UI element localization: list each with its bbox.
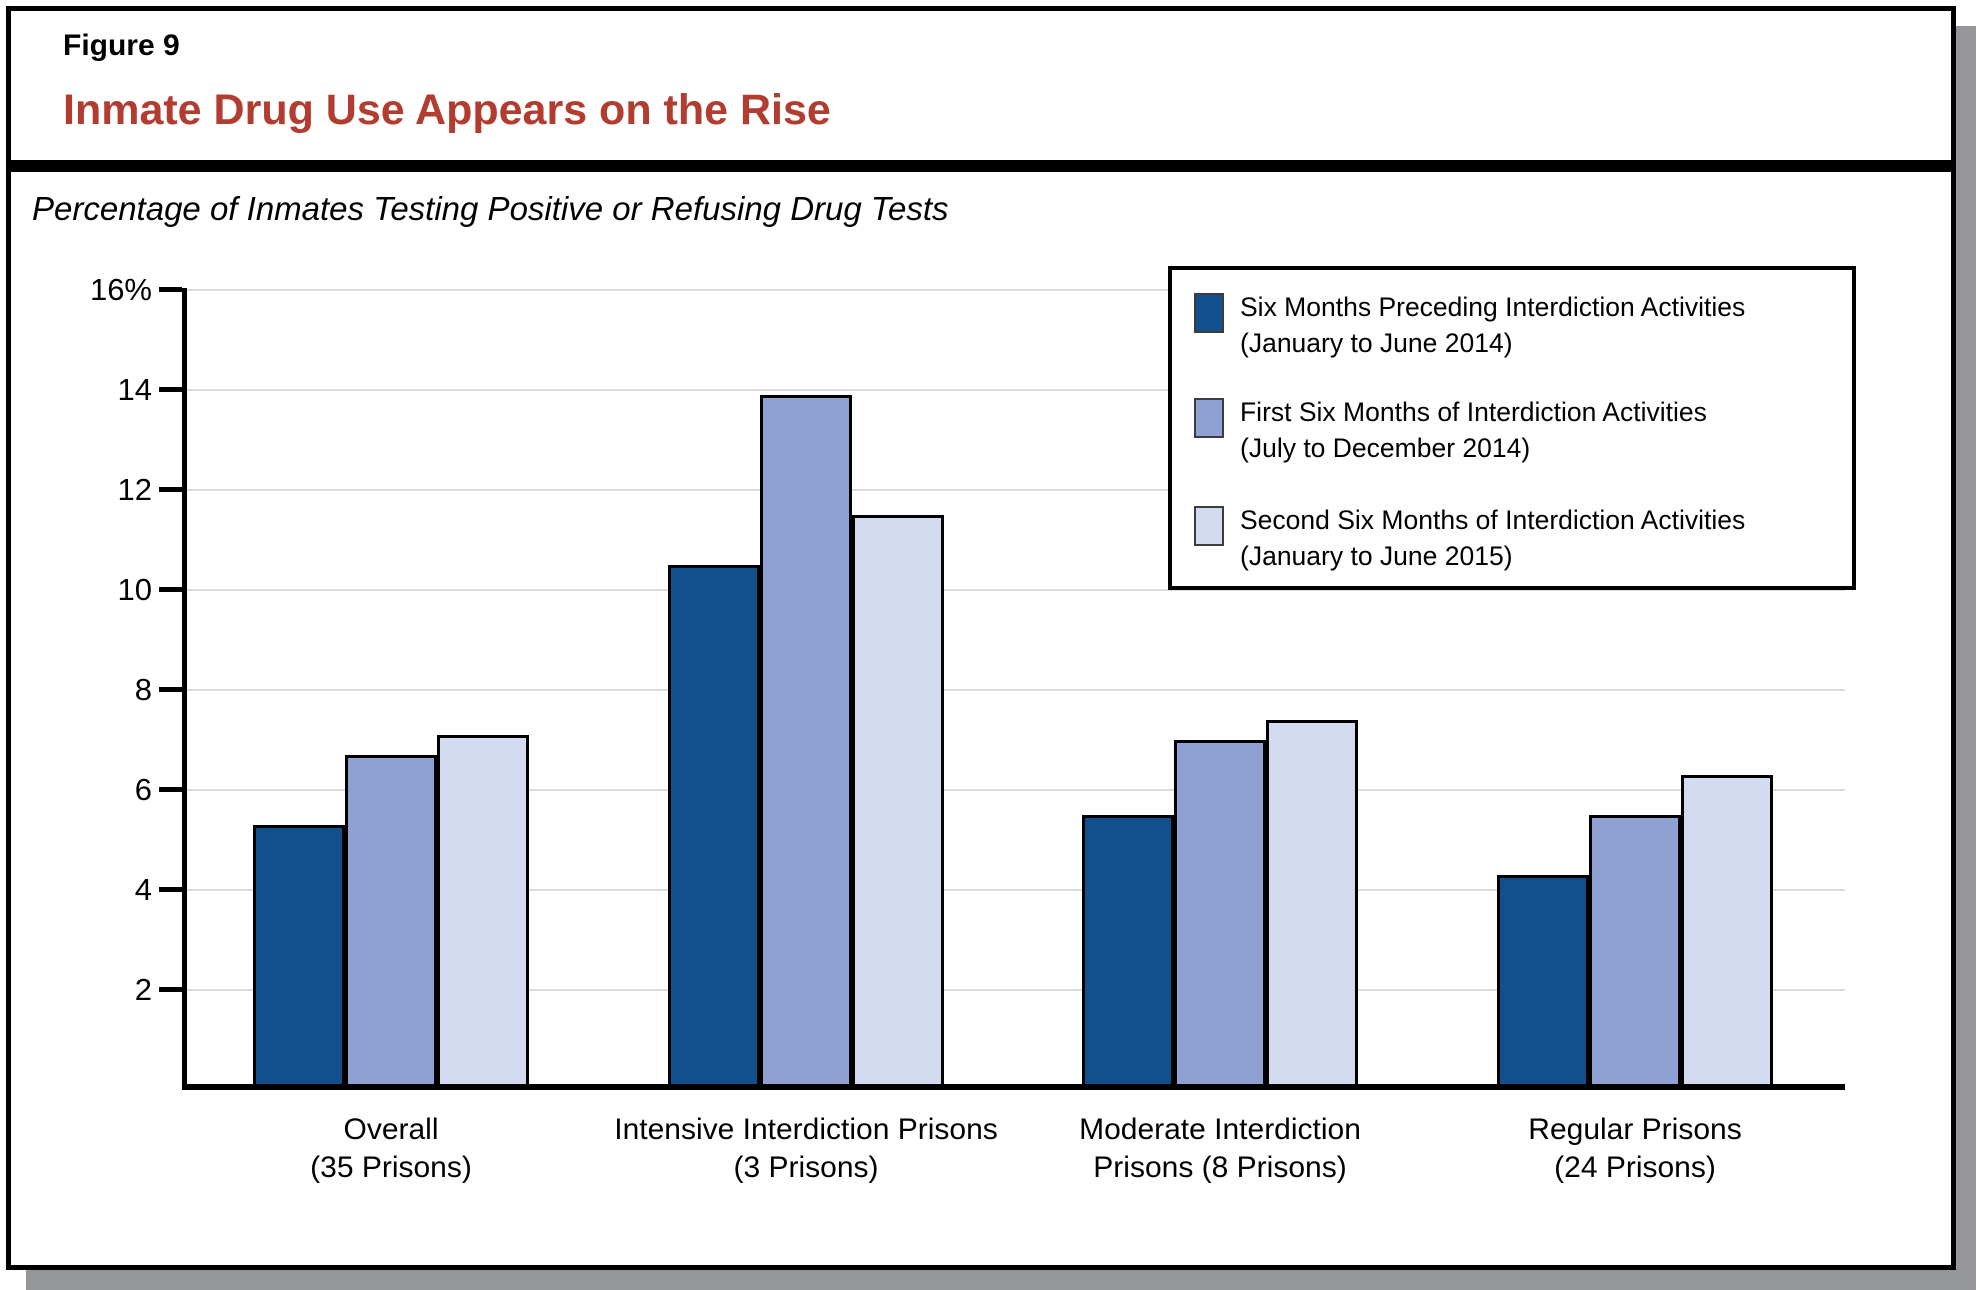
x-axis-label-line: (35 Prisons) [310,1151,472,1184]
bar [345,755,437,1090]
legend-label-line2: (January to June 2015) [1240,541,1513,571]
legend-label-line1: Second Six Months of Interdiction Activi… [1240,505,1746,535]
y-axis-tick [159,487,182,492]
bar [437,735,529,1090]
bar [1589,815,1681,1090]
legend-label: Six Months Preceding Interdiction Activi… [1240,289,1846,361]
gridline [187,389,1845,391]
bar [852,515,944,1090]
y-axis-label: 2 [134,972,152,1007]
y-axis-tick [159,887,182,892]
y-axis-line [182,288,187,1090]
y-axis-tick [159,287,182,292]
y-axis-label: 16% [89,272,152,307]
y-axis-label: 12 [117,472,152,507]
title-divider-rule [11,160,1951,172]
gridline [187,689,1845,691]
legend-swatch [1194,398,1224,438]
y-axis-tick [159,587,182,592]
plot-area: 2 4 6 8 10 12 14 16% [90,272,1845,1096]
gridline [187,589,1845,591]
y-axis-tick [159,687,182,692]
figure-card: Figure 9 Inmate Drug Use Appears on the … [6,6,1956,1270]
x-axis-label-line: Prisons (8 Prisons) [1093,1151,1347,1184]
legend-swatch [1194,506,1224,546]
bar [760,395,852,1090]
gridline [187,789,1845,791]
x-axis-label-line: Overall [343,1113,439,1146]
y-axis-label: 10 [117,572,152,607]
chart-subtitle: Percentage of Inmates Testing Positive o… [32,190,949,227]
x-axis-label-line: Intensive Interdiction Prisons [614,1113,998,1146]
x-axis-label-line: Moderate Interdiction [1079,1113,1361,1146]
y-axis-tick [159,387,182,392]
legend-label-line2: (July to December 2014) [1240,433,1531,463]
legend-box: Six Months Preceding Interdiction Activi… [1168,266,1856,590]
x-axis-line [182,1084,1845,1090]
y-axis-label: 6 [134,772,152,807]
legend-label: Second Six Months of Interdiction Activi… [1240,502,1846,574]
gridline [187,989,1845,991]
gridline [187,889,1845,891]
legend-label-line1: Six Months Preceding Interdiction Activi… [1240,292,1746,322]
x-axis-label: Moderate Interdiction Prisons (8 Prisons) [960,1111,1480,1187]
y-axis-tick [159,787,182,792]
gridline [187,489,1845,491]
bar [1681,775,1773,1090]
legend-label-line2: (January to June 2014) [1240,328,1513,358]
legend-label-line1: First Six Months of Interdiction Activit… [1240,397,1707,427]
y-axis-label: 4 [134,872,152,907]
chart-title: Inmate Drug Use Appears on the Rise [63,86,831,134]
x-axis-label-line: Regular Prisons [1528,1113,1742,1146]
x-axis-label-line: (24 Prisons) [1554,1151,1716,1184]
bar [1266,720,1358,1090]
figure-number-label: Figure 9 [63,29,180,62]
bar [253,825,345,1090]
x-axis-label: Intensive Interdiction Prisons (3 Prisons… [546,1111,1066,1187]
x-axis-label-line: (3 Prisons) [733,1151,879,1184]
bar [1497,875,1589,1090]
bar [1082,815,1174,1090]
legend-swatch [1194,293,1224,333]
y-axis-tick [159,987,182,992]
y-axis-label: 8 [134,672,152,707]
bar [668,565,760,1090]
gridline [187,289,1845,291]
bar [1174,740,1266,1090]
legend-label: First Six Months of Interdiction Activit… [1240,394,1846,466]
x-axis-label: Overall (35 Prisons) [131,1111,651,1187]
x-axis-label: Regular Prisons (24 Prisons) [1375,1111,1895,1187]
y-axis-label: 14 [117,372,152,407]
